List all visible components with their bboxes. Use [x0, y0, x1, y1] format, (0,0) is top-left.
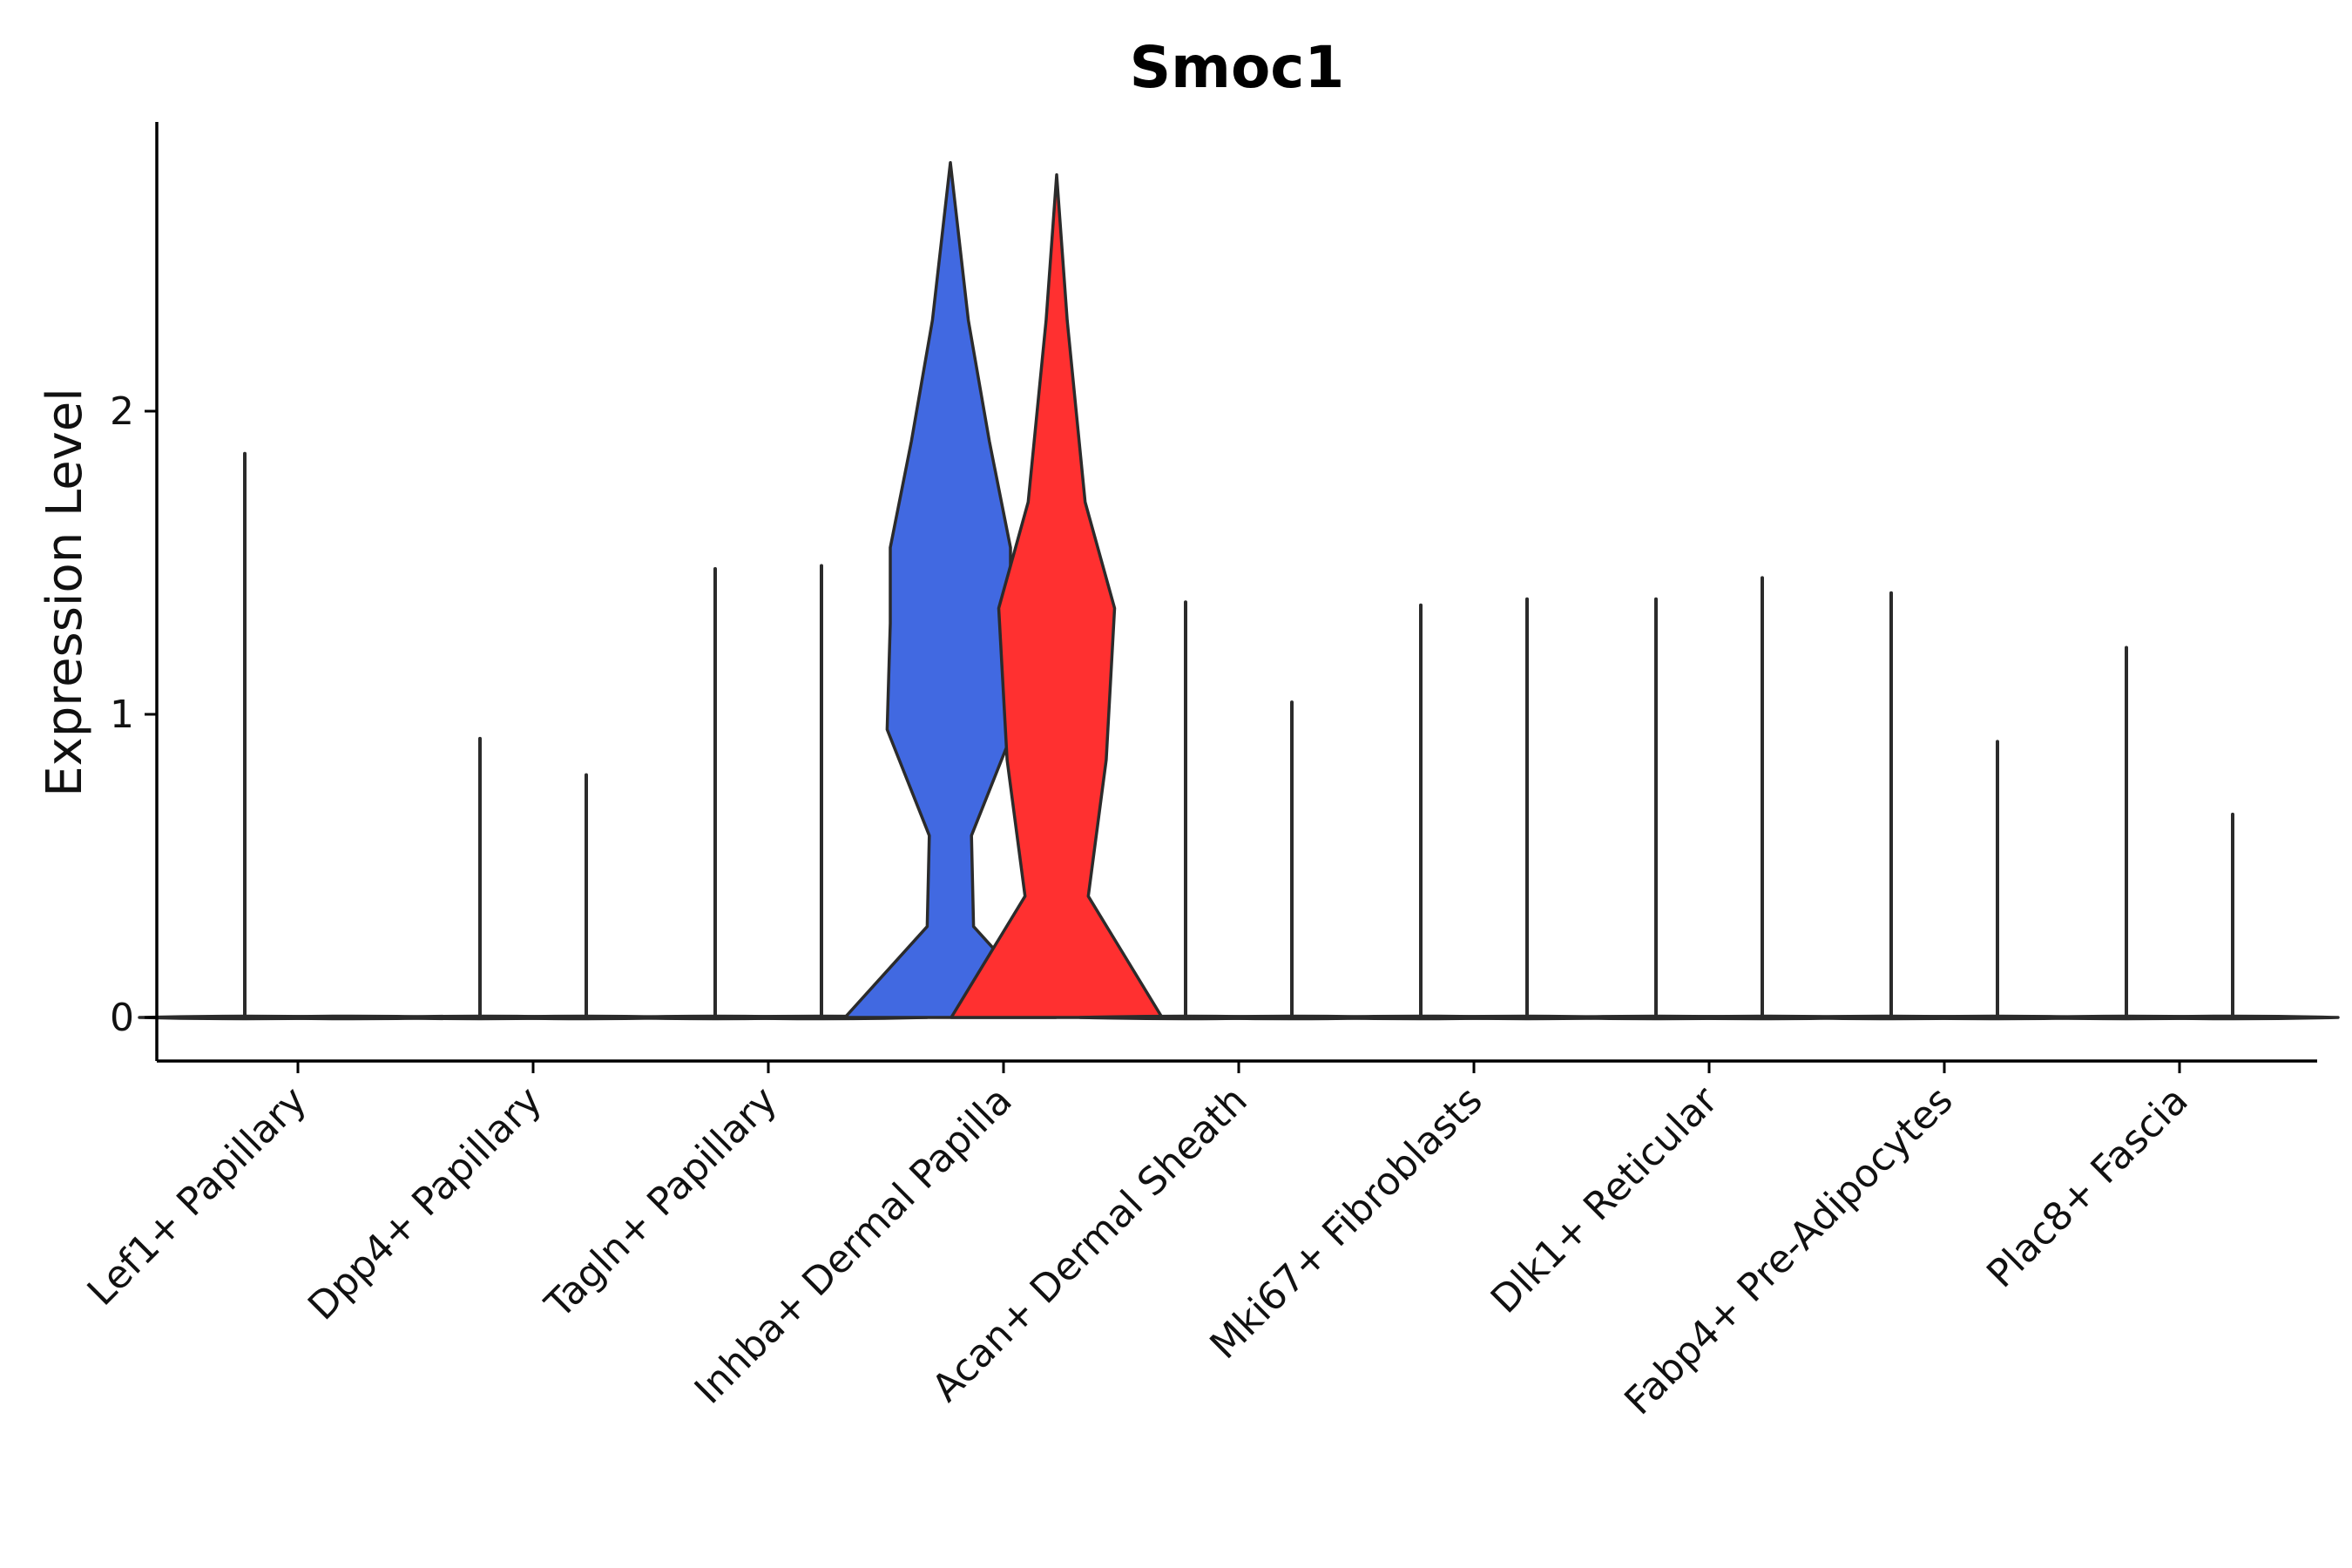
plot-area [138, 160, 2340, 1021]
y-tick-label: 2 [110, 389, 134, 434]
violin-group-1-6 [1314, 603, 1528, 1021]
violin-group-1-8 [1784, 591, 1998, 1021]
violin-body-group-2 [950, 172, 1164, 1019]
violin-group-2-4 [950, 172, 1164, 1019]
violin-group-1-4 [843, 160, 1058, 1019]
violin-group-2-9 [2126, 812, 2340, 1021]
y-axis-label: Expression Level [37, 388, 93, 797]
violin-group-1-1 [138, 451, 352, 1021]
chart-title: Smoc1 [1130, 34, 1345, 101]
x-tick-label: Tagln+ Papillary [537, 1078, 786, 1328]
violin-group-1-9 [2019, 645, 2234, 1021]
violin-group-2-7 [1655, 576, 1869, 1021]
x-tick-label: Mki67+ Fibroblasts [1201, 1078, 1490, 1368]
violin-group-1-2 [373, 736, 587, 1021]
violin-group-1-7 [1549, 597, 1763, 1021]
x-tick-label: Dlk1+ Reticular [1483, 1078, 1727, 1322]
y-tick-label: 0 [110, 996, 134, 1040]
x-tick-label: Plac8+ Fascia [1978, 1078, 2197, 1297]
violin-group-2-5 [1185, 700, 1399, 1021]
violin-group-2-2 [479, 773, 693, 1021]
violin-group-2-8 [1890, 740, 2105, 1021]
y-tick-label: 1 [110, 693, 134, 737]
violin-body-group-1 [843, 160, 1058, 1019]
x-tick-label: Dpp4+ Papillary [300, 1078, 551, 1329]
violin-group-1-3 [608, 566, 822, 1021]
x-tick-label: Lef1+ Papillary [79, 1078, 315, 1315]
violin-group-2-6 [1420, 597, 1634, 1021]
